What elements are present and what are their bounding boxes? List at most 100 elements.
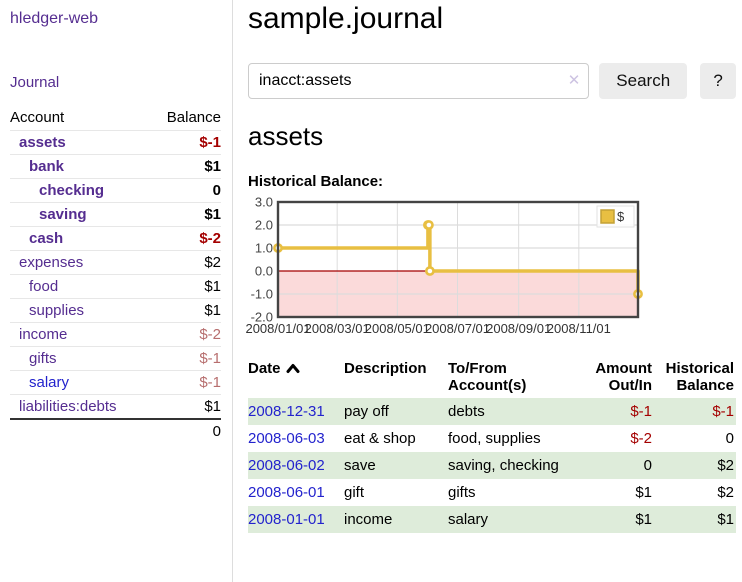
transaction-description: gift [344,484,365,501]
transaction-description: eat & shop [344,430,416,447]
svg-text:2008/05/01: 2008/05/01 [365,321,430,336]
accounts-total-spacer [10,418,150,443]
transaction-amount: 0 [643,457,652,474]
search-input[interactable] [248,63,590,99]
app-brand-link[interactable]: hledger-web [10,10,99,27]
account-balance: $1 [149,274,221,299]
register-header-balance: Historical Balance [665,360,734,394]
transaction-accounts: food, supplies [448,430,541,447]
transaction-description: save [344,457,376,474]
register-table: Date Description To/From Account(s) Amou… [248,358,736,533]
accounts-total-value: 0 [149,418,221,443]
svg-text:2008/01/01: 2008/01/01 [245,321,310,336]
clear-search-icon[interactable]: ✕ [567,72,581,89]
account-balance: $1 [149,298,221,323]
transaction-accounts: saving, checking [448,457,559,474]
transaction-amount: $-2 [630,430,652,447]
account-row: assets $-1 [10,130,221,155]
account-row: bank $1 [10,154,221,179]
account-link-food[interactable]: food [29,278,59,295]
account-link-bank[interactable]: bank [29,158,65,175]
transaction-balance: $-1 [712,403,734,420]
transaction-balance: $2 [717,484,734,501]
svg-text:3.0: 3.0 [255,195,273,210]
account-row: food $1 [10,274,221,299]
sidebar: hledger-web Journal Account Balance asse… [0,0,233,582]
register-header-date[interactable]: Date [248,358,344,398]
page-title: sample.journal [248,2,444,35]
account-link-expenses[interactable]: expenses [19,254,84,271]
transaction-date-link[interactable]: 2008-01-01 [248,511,325,528]
chevron-up-icon [286,361,300,378]
account-row: cash $-2 [10,226,221,251]
account-row: salary $-1 [10,370,221,395]
chart-label: Historical Balance: [248,173,384,190]
transaction-date-link[interactable]: 2008-06-01 [248,484,325,501]
transaction-amount: $1 [635,511,652,528]
accounts-table: Account Balance assets $-1 bank $1 checking 0… [10,106,221,443]
account-link-cash[interactable]: cash [29,230,64,247]
accounts-header-row: Account Balance [10,106,221,131]
svg-text:2008/07/01: 2008/07/01 [425,321,490,336]
main-content: sample.journal ✕ Search ? assets Histori… [233,0,741,582]
register-row: 2008-01-01 income salary $1 $1 [248,506,736,533]
svg-text:2008/11/01: 2008/11/01 [547,321,611,336]
register-header-row: Date Description To/From Account(s) Amou… [248,358,736,398]
account-row: saving $1 [10,202,221,227]
account-balance: $1 [149,154,221,179]
account-balance: 0 [149,178,221,203]
svg-text:-2.0: -2.0 [251,310,273,325]
accounts-header-account: Account [10,109,65,126]
account-row: liabilities:debts $1 [10,394,221,419]
account-link-gifts[interactable]: gifts [29,350,57,367]
sidebar-nav: Journal [10,74,221,91]
account-balance: $-1 [149,370,221,395]
accounts-header-balance: Balance [166,109,221,126]
account-link-assets[interactable]: assets [19,134,66,151]
sidebar-item-journal[interactable]: Journal [10,74,60,91]
account-balance: $-1 [149,130,221,155]
search-button[interactable]: Search [599,63,688,99]
register-header-amount: Amount Out/In [595,360,652,394]
transaction-amount: $-1 [630,403,652,420]
transaction-accounts: debts [448,403,485,420]
svg-text:0.0: 0.0 [255,264,273,279]
account-link-salary[interactable]: salary [29,374,70,391]
accounts-total-row: 0 [10,418,221,443]
account-link-supplies[interactable]: supplies [29,302,85,319]
historical-balance-chart[interactable]: $3.0 2.0 1.0 0.0 -1.0 -2.0 2008/01/01 2008/03/0… [245,195,718,339]
svg-text:$: $ [617,209,625,224]
account-row: checking 0 [10,178,221,203]
account-balance: $-1 [149,346,221,371]
svg-text:1.0: 1.0 [255,241,273,256]
account-link-checking[interactable]: checking [39,182,105,199]
account-page-title: assets [248,121,324,151]
transaction-balance: $2 [717,457,734,474]
transaction-date-link[interactable]: 2008-12-31 [248,403,325,420]
account-link-liabilities-debts[interactable]: liabilities:debts [19,398,117,415]
help-button[interactable]: ? [700,63,736,99]
transaction-date-link[interactable]: 2008-06-03 [248,430,325,447]
transaction-accounts: gifts [448,484,476,501]
account-balance: $1 [149,394,221,419]
transaction-description: income [344,511,393,528]
register-header-accounts: To/From Account(s) [448,360,527,394]
account-row: gifts $-1 [10,346,221,371]
svg-text:2008/09/01: 2008/09/01 [486,321,551,336]
svg-text:2008/03/01: 2008/03/01 [305,321,370,336]
transaction-date-link[interactable]: 2008-06-02 [248,457,325,474]
account-link-saving[interactable]: saving [39,206,87,223]
register-row: 2008-12-31 pay off debts $-1 $-1 [248,398,736,425]
register-row: 2008-06-02 save saving, checking 0 $2 [248,452,736,479]
transaction-amount: $1 [635,484,652,501]
transaction-description: pay off [344,403,389,420]
account-balance: $2 [149,250,221,275]
account-row: supplies $1 [10,298,221,323]
account-link-income[interactable]: income [19,326,68,343]
account-balance: $1 [149,202,221,227]
transaction-accounts: salary [448,511,489,528]
svg-text:2.0: 2.0 [255,218,273,233]
transaction-balance: 0 [725,430,734,447]
account-balance: $-2 [149,226,221,251]
